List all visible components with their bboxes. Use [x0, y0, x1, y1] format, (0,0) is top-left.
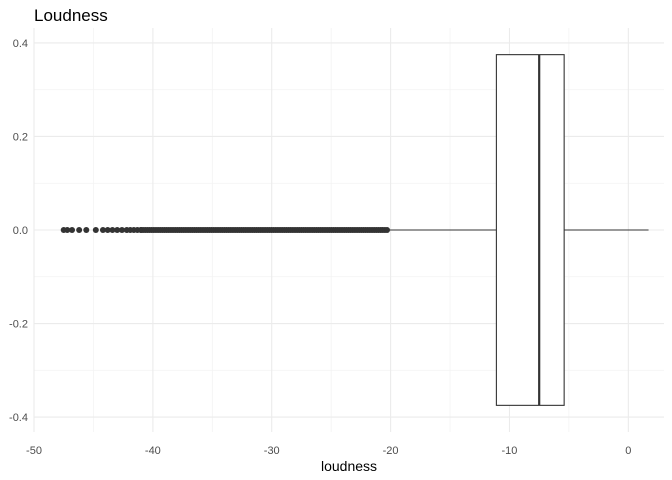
y-tick-label: 0.4 — [13, 38, 28, 50]
outlier-point — [99, 227, 106, 233]
y-tick-label: -0.4 — [9, 412, 28, 424]
x-tick-label: -50 — [26, 445, 42, 457]
outlier-point — [109, 227, 116, 233]
x-axis-label: loudness — [321, 458, 377, 474]
x-tick-label: 0 — [625, 445, 631, 457]
outlier-point — [104, 227, 111, 233]
y-tick-label: -0.2 — [9, 319, 28, 331]
outlier-points — [60, 227, 391, 233]
outlier-point — [69, 227, 76, 233]
interquartile-box — [495, 54, 565, 406]
y-axis-ticks: 0.4 0.2 0.0 -0.2 -0.4 — [9, 38, 28, 424]
outlier-point — [83, 227, 90, 233]
x-tick-label: -30 — [264, 445, 280, 457]
x-tick-label: -20 — [383, 445, 399, 457]
outlier-point — [92, 227, 99, 233]
y-tick-label: 0.0 — [13, 225, 28, 237]
outlier-point — [384, 227, 391, 233]
outlier-point — [76, 227, 83, 233]
y-tick-label: 0.2 — [13, 131, 28, 143]
x-tick-label: -10 — [502, 445, 518, 457]
x-tick-label: -40 — [145, 445, 161, 457]
chart-title: Loudness — [34, 6, 108, 25]
box-and-whiskers — [388, 54, 649, 406]
outlier-point — [64, 227, 71, 233]
x-axis-ticks: -50 -40 -30 -20 -10 0 — [26, 445, 631, 457]
outlier-point — [114, 227, 121, 233]
outlier-point — [118, 227, 125, 233]
